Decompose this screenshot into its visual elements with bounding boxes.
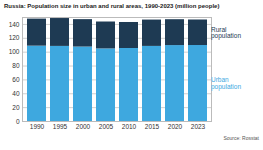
svg-text:Ruralpopulation: Ruralpopulation bbox=[211, 26, 241, 41]
svg-text:80: 80 bbox=[12, 62, 20, 69]
svg-text:2000: 2000 bbox=[76, 123, 91, 130]
svg-text:Urbanpopulation: Urbanpopulation bbox=[211, 76, 241, 91]
svg-text:140: 140 bbox=[9, 21, 20, 28]
svg-text:60: 60 bbox=[12, 76, 20, 83]
svg-text:0: 0 bbox=[16, 118, 20, 125]
svg-text:1995: 1995 bbox=[53, 123, 68, 130]
svg-text:1990: 1990 bbox=[30, 123, 45, 130]
svg-text:2010: 2010 bbox=[122, 123, 137, 130]
html-text:Source: Rosstat: Source: Rosstat bbox=[223, 135, 259, 141]
svg-text:2023: 2023 bbox=[191, 123, 206, 130]
svg-text:2005: 2005 bbox=[99, 123, 114, 130]
svg-text:2015: 2015 bbox=[145, 123, 160, 130]
svg-text:20: 20 bbox=[12, 104, 20, 111]
svg-text:2020: 2020 bbox=[168, 123, 183, 130]
svg-text:40: 40 bbox=[12, 90, 20, 97]
svg-text:120: 120 bbox=[9, 34, 20, 41]
html-text:Russia: Population size in urb: Russia: Population size in urban and rur… bbox=[4, 3, 220, 9]
svg-text:100: 100 bbox=[9, 48, 20, 55]
